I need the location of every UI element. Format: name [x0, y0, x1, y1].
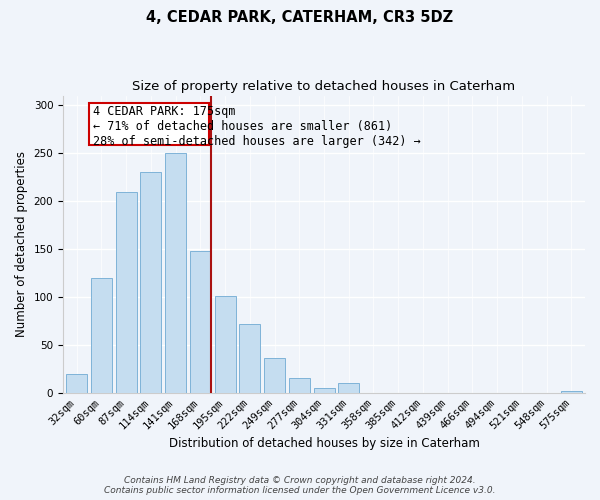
Text: 4 CEDAR PARK: 175sqm
← 71% of detached houses are smaller (861)
28% of semi-deta: 4 CEDAR PARK: 175sqm ← 71% of detached h…	[93, 104, 421, 148]
FancyBboxPatch shape	[89, 103, 209, 146]
Y-axis label: Number of detached properties: Number of detached properties	[15, 152, 28, 338]
Bar	[116, 192, 137, 393]
Bar	[314, 388, 335, 393]
Title: Size of property relative to detached houses in Caterham: Size of property relative to detached ho…	[133, 80, 515, 93]
Bar	[91, 278, 112, 393]
Bar	[215, 296, 236, 393]
X-axis label: Distribution of detached houses by size in Caterham: Distribution of detached houses by size …	[169, 437, 479, 450]
Bar	[561, 391, 582, 393]
Bar	[239, 324, 260, 393]
Bar	[140, 172, 161, 393]
Bar	[338, 384, 359, 393]
Bar	[264, 358, 285, 393]
Bar	[66, 374, 87, 393]
Bar	[165, 153, 186, 393]
Bar	[289, 378, 310, 393]
Text: 4, CEDAR PARK, CATERHAM, CR3 5DZ: 4, CEDAR PARK, CATERHAM, CR3 5DZ	[146, 10, 454, 25]
Bar	[190, 251, 211, 393]
Text: Contains HM Land Registry data © Crown copyright and database right 2024.
Contai: Contains HM Land Registry data © Crown c…	[104, 476, 496, 495]
